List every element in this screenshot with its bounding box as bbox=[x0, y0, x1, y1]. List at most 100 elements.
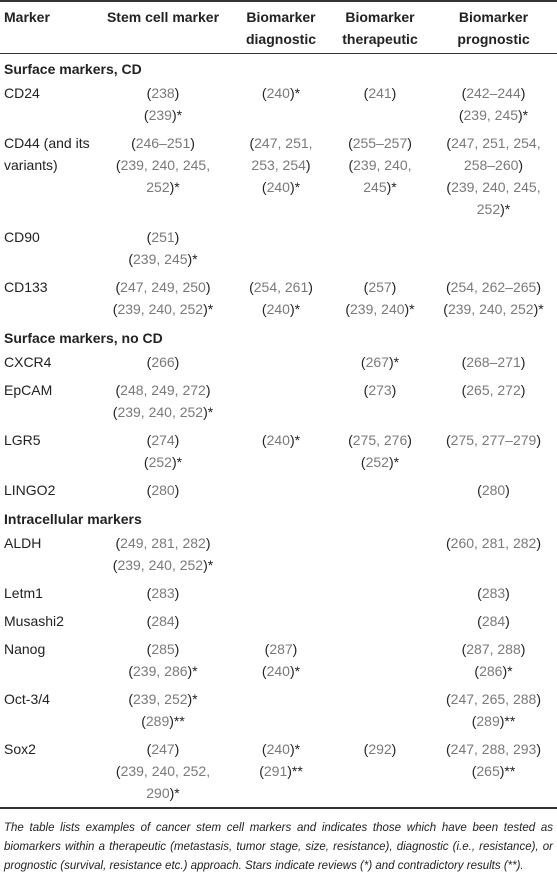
reference-line: (247) bbox=[146, 741, 180, 757]
reference-line: (239, 240, 245, bbox=[446, 179, 541, 195]
diagnostic-cell bbox=[232, 476, 330, 504]
table-row: Sox2 (247) (239, 240, 252, 290)* (240)* (291)… bbox=[0, 735, 557, 807]
prognostic-cell: (265, 272) bbox=[430, 376, 557, 426]
stem-cell-cell: (284) bbox=[94, 607, 232, 635]
stem-cell-cell: (248, 249, 272) (239, 240, 252)* bbox=[94, 376, 232, 426]
reference-line: (289)** bbox=[141, 713, 185, 729]
section-title: Surface markers, CD bbox=[4, 61, 142, 77]
marker-name: LINGO2 bbox=[4, 482, 56, 498]
reference-line: (266) bbox=[146, 354, 180, 370]
prognostic-cell: (242–244) (239, 245)* bbox=[430, 79, 557, 129]
prognostic-cell: (247, 288, 293) (265)** bbox=[430, 735, 557, 807]
reference-line: (267)* bbox=[360, 354, 400, 370]
reference-line: (239, 240, 252)* bbox=[112, 404, 214, 420]
reference-line: (289)** bbox=[471, 713, 516, 729]
stem-cell-cell: (247) (239, 240, 252, 290)* bbox=[94, 735, 232, 807]
reference-line: (286)* bbox=[474, 663, 513, 679]
stem-cell-cell: (249, 281, 282) (239, 240, 252)* bbox=[94, 529, 232, 579]
therapeutic-cell: (275, 276) (252)* bbox=[330, 426, 430, 476]
therapeutic-cell bbox=[330, 607, 430, 635]
header-marker: Marker bbox=[4, 9, 50, 25]
header-biomarker-therapeutic: Biomarker therapeutic bbox=[342, 9, 418, 47]
table-row: LGR5 (274) (252)* (240)* (275, 276) (252)* (27… bbox=[0, 426, 557, 476]
reference-line: (285) bbox=[146, 641, 180, 657]
reference-line: (287) bbox=[264, 641, 298, 657]
therapeutic-cell bbox=[330, 579, 430, 607]
prognostic-cell: (275, 277–279) bbox=[430, 426, 557, 476]
stem-cell-cell: (280) bbox=[94, 476, 232, 504]
reference-line: (239, 240, 245, bbox=[115, 157, 211, 173]
header-row: Marker Stem cell marker Biomarker diagno… bbox=[0, 2, 557, 53]
therapeutic-cell bbox=[330, 529, 430, 579]
table-row: ALDH (249, 281, 282) (239, 240, 252)* (260,… bbox=[0, 529, 557, 579]
table-row: CD44 (and its variants) (246–251) (239, 24… bbox=[0, 129, 557, 223]
reference-line: (254, 262–265) bbox=[446, 279, 541, 295]
reference-line: (239, 240, 252)* bbox=[112, 301, 214, 317]
reference-line: (252)* bbox=[143, 454, 183, 470]
table-row: Oct-3/4 (239, 252)* (289)** (247, 265, 288)… bbox=[0, 685, 557, 735]
diagnostic-cell bbox=[232, 529, 330, 579]
prognostic-cell: (260, 281, 282) bbox=[430, 529, 557, 579]
reference-line: (239, 240, 252)* bbox=[112, 557, 214, 573]
reference-line: (265)** bbox=[471, 763, 516, 779]
reference-line: (248, 249, 272) bbox=[115, 382, 211, 398]
section-title: Intracellular markers bbox=[4, 511, 142, 527]
reference-line: (239, 240, 252, bbox=[115, 763, 211, 779]
section-row: Surface markers, CD bbox=[0, 54, 557, 79]
stem-cell-cell: (247, 249, 250) (239, 240, 252)* bbox=[94, 273, 232, 323]
marker-name: Letm1 bbox=[4, 585, 43, 601]
reference-line: (242–244) bbox=[461, 85, 526, 101]
diagnostic-cell: (287) (240)* bbox=[232, 635, 330, 685]
reference-line: (252)* bbox=[360, 454, 400, 470]
reference-line: (268–271) bbox=[461, 354, 526, 370]
diagnostic-cell bbox=[232, 579, 330, 607]
diagnostic-cell: (254, 261) (240)* bbox=[232, 273, 330, 323]
stem-cell-cell: (239, 252)* (289)** bbox=[94, 685, 232, 735]
reference-line: (239, 245)* bbox=[128, 251, 198, 267]
table-row: Musashi2 (284) (284) bbox=[0, 607, 557, 635]
reference-line: (257) bbox=[363, 279, 397, 295]
reference-line: (239, 286)* bbox=[128, 663, 198, 679]
reference-line: (239, 245)* bbox=[458, 107, 529, 123]
reference-line: (284) bbox=[146, 613, 180, 629]
table-body: Surface markers, CD CD24 (238) (239)* (240)*… bbox=[0, 54, 557, 807]
therapeutic-cell: (255–257) (239, 240, 245)* bbox=[330, 129, 430, 223]
marker-name: CD90 bbox=[4, 229, 40, 245]
stem-cell-cell: (238) (239)* bbox=[94, 79, 232, 129]
reference-line: (251) bbox=[146, 229, 180, 245]
header-rule bbox=[0, 53, 557, 54]
reference-line: (247, 288, 293) bbox=[446, 741, 541, 757]
prognostic-cell: (280) bbox=[430, 476, 557, 504]
marker-name: CD133 bbox=[4, 279, 48, 295]
therapeutic-cell bbox=[330, 685, 430, 735]
table-footnote: The table lists examples of cancer stem … bbox=[4, 822, 553, 872]
bottom-rule bbox=[0, 807, 557, 809]
table-row: CD24 (238) (239)* (240)* (241) (242–244) (239,… bbox=[0, 79, 557, 129]
reference-line: (283) bbox=[146, 585, 180, 601]
reference-line: (291)** bbox=[259, 763, 303, 779]
reference-line: (239, 240)* bbox=[345, 301, 415, 317]
marker-name: Musashi2 bbox=[4, 613, 64, 629]
table-row: CD90 (251) (239, 245)* bbox=[0, 223, 557, 273]
reference-line: (273) bbox=[363, 382, 397, 398]
stem-cell-cell: (285) (239, 286)* bbox=[94, 635, 232, 685]
stem-cell-cell: (283) bbox=[94, 579, 232, 607]
diagnostic-cell: (240)* (291)** bbox=[232, 735, 330, 807]
reference-line: (241) bbox=[363, 85, 397, 101]
reference-line: (240)* bbox=[261, 432, 301, 448]
therapeutic-cell bbox=[330, 223, 430, 273]
reference-line: (239, 252)* bbox=[128, 691, 198, 707]
reference-line: (240)* bbox=[261, 663, 301, 679]
reference-line: 252)* bbox=[146, 179, 180, 195]
therapeutic-cell: (241) bbox=[330, 79, 430, 129]
reference-line: (240)* bbox=[261, 85, 301, 101]
section-row: Intracellular markers bbox=[0, 504, 557, 529]
reference-line: (247, 251, 254, bbox=[446, 135, 541, 151]
reference-line: (247, 265, 288) bbox=[446, 691, 541, 707]
header-biomarker-diagnostic: Biomarker diagnostic bbox=[245, 9, 316, 47]
diagnostic-cell: (240)* bbox=[232, 79, 330, 129]
table-row: LINGO2 (280) (280) bbox=[0, 476, 557, 504]
reference-line: (240)* bbox=[261, 179, 301, 195]
prognostic-cell: (283) bbox=[430, 579, 557, 607]
reference-line: (283) bbox=[477, 585, 510, 601]
